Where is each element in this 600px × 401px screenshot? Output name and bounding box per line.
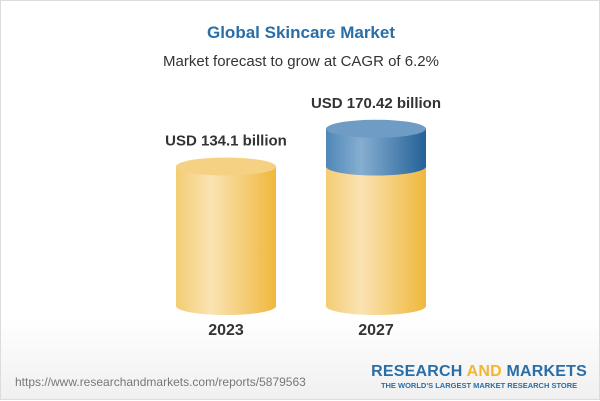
logo-text-markets: MARKETS bbox=[501, 363, 587, 380]
year-label: 2023 bbox=[208, 322, 244, 339]
logo-tagline: THE WORLD'S LARGEST MARKET RESEARCH STOR… bbox=[380, 381, 578, 390]
chart-title: Global Skincare Market bbox=[206, 23, 396, 42]
report-url[interactable]: https://www.researchandmarkets.com/repor… bbox=[15, 375, 306, 389]
year-label: 2027 bbox=[358, 322, 394, 339]
data-label: USD 170.42 billion bbox=[311, 95, 441, 112]
cylinder-2027-base-body bbox=[326, 166, 426, 315]
cylinder-2023-top bbox=[176, 157, 276, 176]
cylinder-2027-growth-body bbox=[326, 128, 426, 176]
research-and-markets-logo: RESEARCH AND MARKETS THE WORLD'S LARGEST… bbox=[371, 363, 587, 392]
data-label: USD 134.1 billion bbox=[165, 133, 287, 150]
logo-text-research: RESEARCH bbox=[371, 363, 467, 380]
cylinder-2027-growth-top bbox=[326, 119, 426, 138]
cylinder-2023-body bbox=[176, 166, 276, 315]
chart-subtitle: Market forecast to grow at CAGR of 6.2% bbox=[163, 53, 439, 70]
logo-text-and: AND bbox=[466, 363, 502, 380]
